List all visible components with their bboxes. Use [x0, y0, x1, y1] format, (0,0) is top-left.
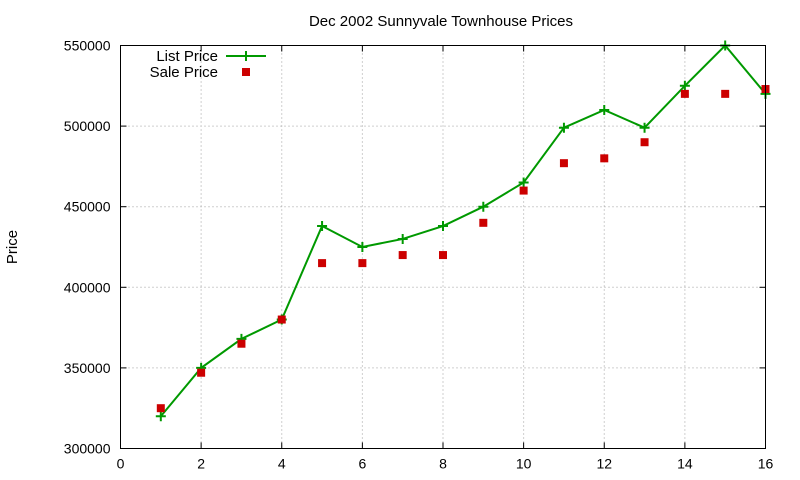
list-price-point — [357, 242, 368, 252]
legend-label: List Price — [156, 48, 218, 65]
list-price-line — [160, 44, 767, 417]
sale-price-point — [640, 138, 649, 147]
list-price-point — [558, 122, 569, 133]
list-price-point — [639, 122, 650, 133]
x-tick-label: 14 — [677, 456, 693, 472]
grid-lines — [120, 45, 766, 449]
sale-price-point — [600, 154, 609, 163]
x-tick-label: 0 — [117, 456, 125, 472]
chart-title: Dec 2002 Sunnyvale Townhouse Prices — [309, 13, 573, 30]
list-price-point — [438, 221, 448, 232]
x-tick-label: 2 — [197, 456, 205, 472]
legend-label: Sale Price — [150, 64, 218, 81]
sale-price-point — [519, 186, 528, 195]
sale-price-point — [318, 259, 327, 268]
list-price-point — [397, 233, 408, 244]
x-tick-label: 10 — [516, 456, 532, 472]
sale-price-point — [398, 251, 407, 260]
x-tick-label: 12 — [596, 456, 612, 472]
x-tick-label: 6 — [358, 456, 366, 472]
x-tick-label: 16 — [758, 456, 774, 472]
plot-frame — [120, 45, 766, 449]
y-tick-label: 350000 — [64, 360, 111, 376]
list-price-point — [317, 221, 328, 232]
y-tick-label: 300000 — [64, 441, 111, 457]
sale-price-point — [156, 404, 165, 413]
sale-price-point — [237, 339, 246, 348]
list-price-point — [478, 201, 489, 212]
sale-price-point — [721, 89, 730, 98]
sale-price-point — [277, 315, 286, 324]
y-tick-label: 500000 — [64, 118, 111, 134]
list-price-point — [518, 177, 529, 188]
list-price-point — [155, 411, 166, 422]
sale-price-point — [680, 89, 689, 98]
y-axis-label: Price — [4, 230, 21, 264]
x-tick-label: 8 — [439, 456, 447, 472]
y-tick-label: 450000 — [64, 199, 111, 215]
x-tick-label: 4 — [278, 456, 286, 472]
y-tick-label: 400000 — [64, 279, 111, 295]
legend-plus-marker — [241, 51, 251, 61]
sale-price-point — [439, 251, 447, 260]
sale-price-point — [479, 218, 488, 227]
sale-price-point — [559, 159, 568, 168]
sale-price-point — [358, 259, 367, 268]
sale-price-point — [197, 368, 206, 377]
legend-square-marker — [242, 68, 250, 76]
list-price-point — [599, 104, 610, 115]
list-price-point — [679, 80, 690, 91]
series-marks — [155, 40, 771, 422]
y-tick-label: 550000 — [64, 38, 111, 54]
